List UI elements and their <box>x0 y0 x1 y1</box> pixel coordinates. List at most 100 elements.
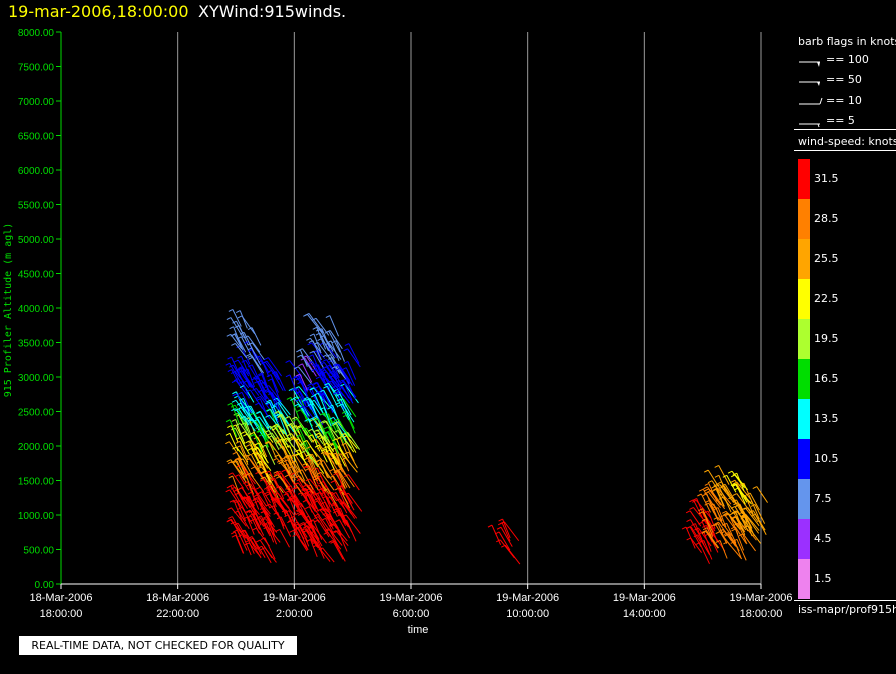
wind-barb-flag <box>292 486 298 490</box>
color-scale-label: 16.5 <box>814 372 839 385</box>
wind-barb <box>323 407 332 427</box>
wind-barb <box>267 526 281 543</box>
wind-barb-flag <box>243 516 248 520</box>
wind-barb-flag <box>295 449 300 453</box>
wind-barb <box>306 499 321 517</box>
wind-barb <box>228 441 243 461</box>
wind-barb-flag <box>334 363 339 367</box>
wind-barb <box>734 480 747 501</box>
wind-barb <box>275 371 286 392</box>
wind-barb <box>257 500 269 521</box>
wind-barb <box>324 393 334 413</box>
wind-barb <box>235 400 251 420</box>
wind-barb-flag <box>258 372 263 376</box>
wind-barb <box>233 499 244 523</box>
wind-barb <box>312 361 323 380</box>
wind-barb-flag <box>232 320 237 324</box>
wind-barb <box>251 491 260 510</box>
wind-barb-flag <box>294 453 299 457</box>
wind-barb-flag <box>341 442 346 446</box>
wind-barb-flag <box>296 349 301 353</box>
wind-barb-flag <box>315 509 321 513</box>
wind-barb-flag <box>254 500 259 504</box>
wind-barb-flag <box>228 472 233 476</box>
color-scale-swatch <box>798 319 810 359</box>
wind-barb-flag <box>730 526 736 530</box>
wind-barb <box>271 392 281 411</box>
wind-barb <box>341 403 355 423</box>
wind-barb <box>693 507 708 525</box>
wind-barb-flag <box>715 539 721 543</box>
wind-barb <box>242 381 250 399</box>
wind-barb-flag <box>227 425 232 428</box>
wind-barb-flag <box>335 393 341 397</box>
wind-barb <box>751 501 760 520</box>
wind-barb-flag <box>267 435 273 439</box>
wind-barb-flag <box>699 540 705 543</box>
wind-barb-flag <box>329 523 334 527</box>
wind-barb-flag <box>319 407 325 411</box>
wind-barb <box>500 527 513 547</box>
pennant-barb-icon <box>799 61 820 67</box>
y-axis-label: 915 Profiler Altitude (m agl) <box>3 223 14 398</box>
wind-barb-flag <box>284 490 290 494</box>
wind-barb <box>316 475 327 492</box>
wind-barb-flag <box>230 521 236 525</box>
wind-barb <box>291 489 304 508</box>
wind-barb <box>341 468 355 488</box>
wind-barb <box>288 514 298 536</box>
wind-barb <box>264 547 277 563</box>
wind-barb-flag <box>257 491 263 495</box>
wind-barb <box>310 527 323 547</box>
wind-barb-flag <box>698 511 704 515</box>
wind-barb-flag <box>316 434 322 438</box>
wind-barb-flag <box>260 537 266 541</box>
wind-barb-flag <box>323 531 328 535</box>
grid-lines <box>177 32 762 584</box>
wind-barb-flag <box>306 446 311 450</box>
wind-barb <box>269 401 278 421</box>
wind-barb <box>318 485 331 505</box>
wind-barb-flag <box>324 382 329 386</box>
wind-barb-flag <box>299 442 305 445</box>
wind-barb-flag <box>252 498 257 502</box>
x-tick-date: 19-Mar-2006 <box>263 592 326 604</box>
wind-barb-flag <box>697 493 702 497</box>
wind-barb-flag <box>235 423 241 426</box>
wind-barb-flag <box>254 442 260 446</box>
wind-barb-flag <box>328 442 334 446</box>
wind-barb-flag <box>299 522 304 525</box>
wind-barb-flag <box>245 444 251 448</box>
wind-barb <box>341 485 353 506</box>
wind-barb-flag <box>711 506 716 510</box>
wind-barb-flag <box>240 422 246 426</box>
wind-barb <box>345 514 361 534</box>
wind-barb-flag <box>306 337 311 341</box>
wind-barb <box>303 522 319 542</box>
wind-barb-flag <box>271 427 277 431</box>
wind-barb-flag <box>338 403 343 407</box>
wind-barb <box>690 537 702 553</box>
wind-barb-flag <box>339 380 345 384</box>
wind-barb-flag <box>319 392 324 396</box>
wind-barb <box>253 513 262 532</box>
wind-barb <box>239 437 250 455</box>
wind-barb-flag <box>320 362 325 365</box>
y-tick-label: 3500.00 <box>18 339 55 350</box>
wind-barb-flag <box>228 484 234 488</box>
wind-barb-flag <box>266 374 272 378</box>
wind-barb <box>269 470 279 488</box>
wind-barb-flag <box>713 483 718 487</box>
wind-barb-flag <box>332 363 338 367</box>
wind-barb <box>735 483 746 505</box>
x-tick-date: 18-Mar-2006 <box>30 592 93 604</box>
wind-barb <box>324 369 337 387</box>
wind-barb-flag <box>332 391 338 395</box>
wind-barb <box>332 375 347 394</box>
wind-barb-flag <box>297 381 302 385</box>
wind-barb-flag <box>285 486 290 490</box>
wind-barb-flag <box>288 519 293 523</box>
wind-barb-flag <box>701 519 706 523</box>
wind-barb <box>248 405 260 424</box>
wind-barb <box>319 424 329 445</box>
